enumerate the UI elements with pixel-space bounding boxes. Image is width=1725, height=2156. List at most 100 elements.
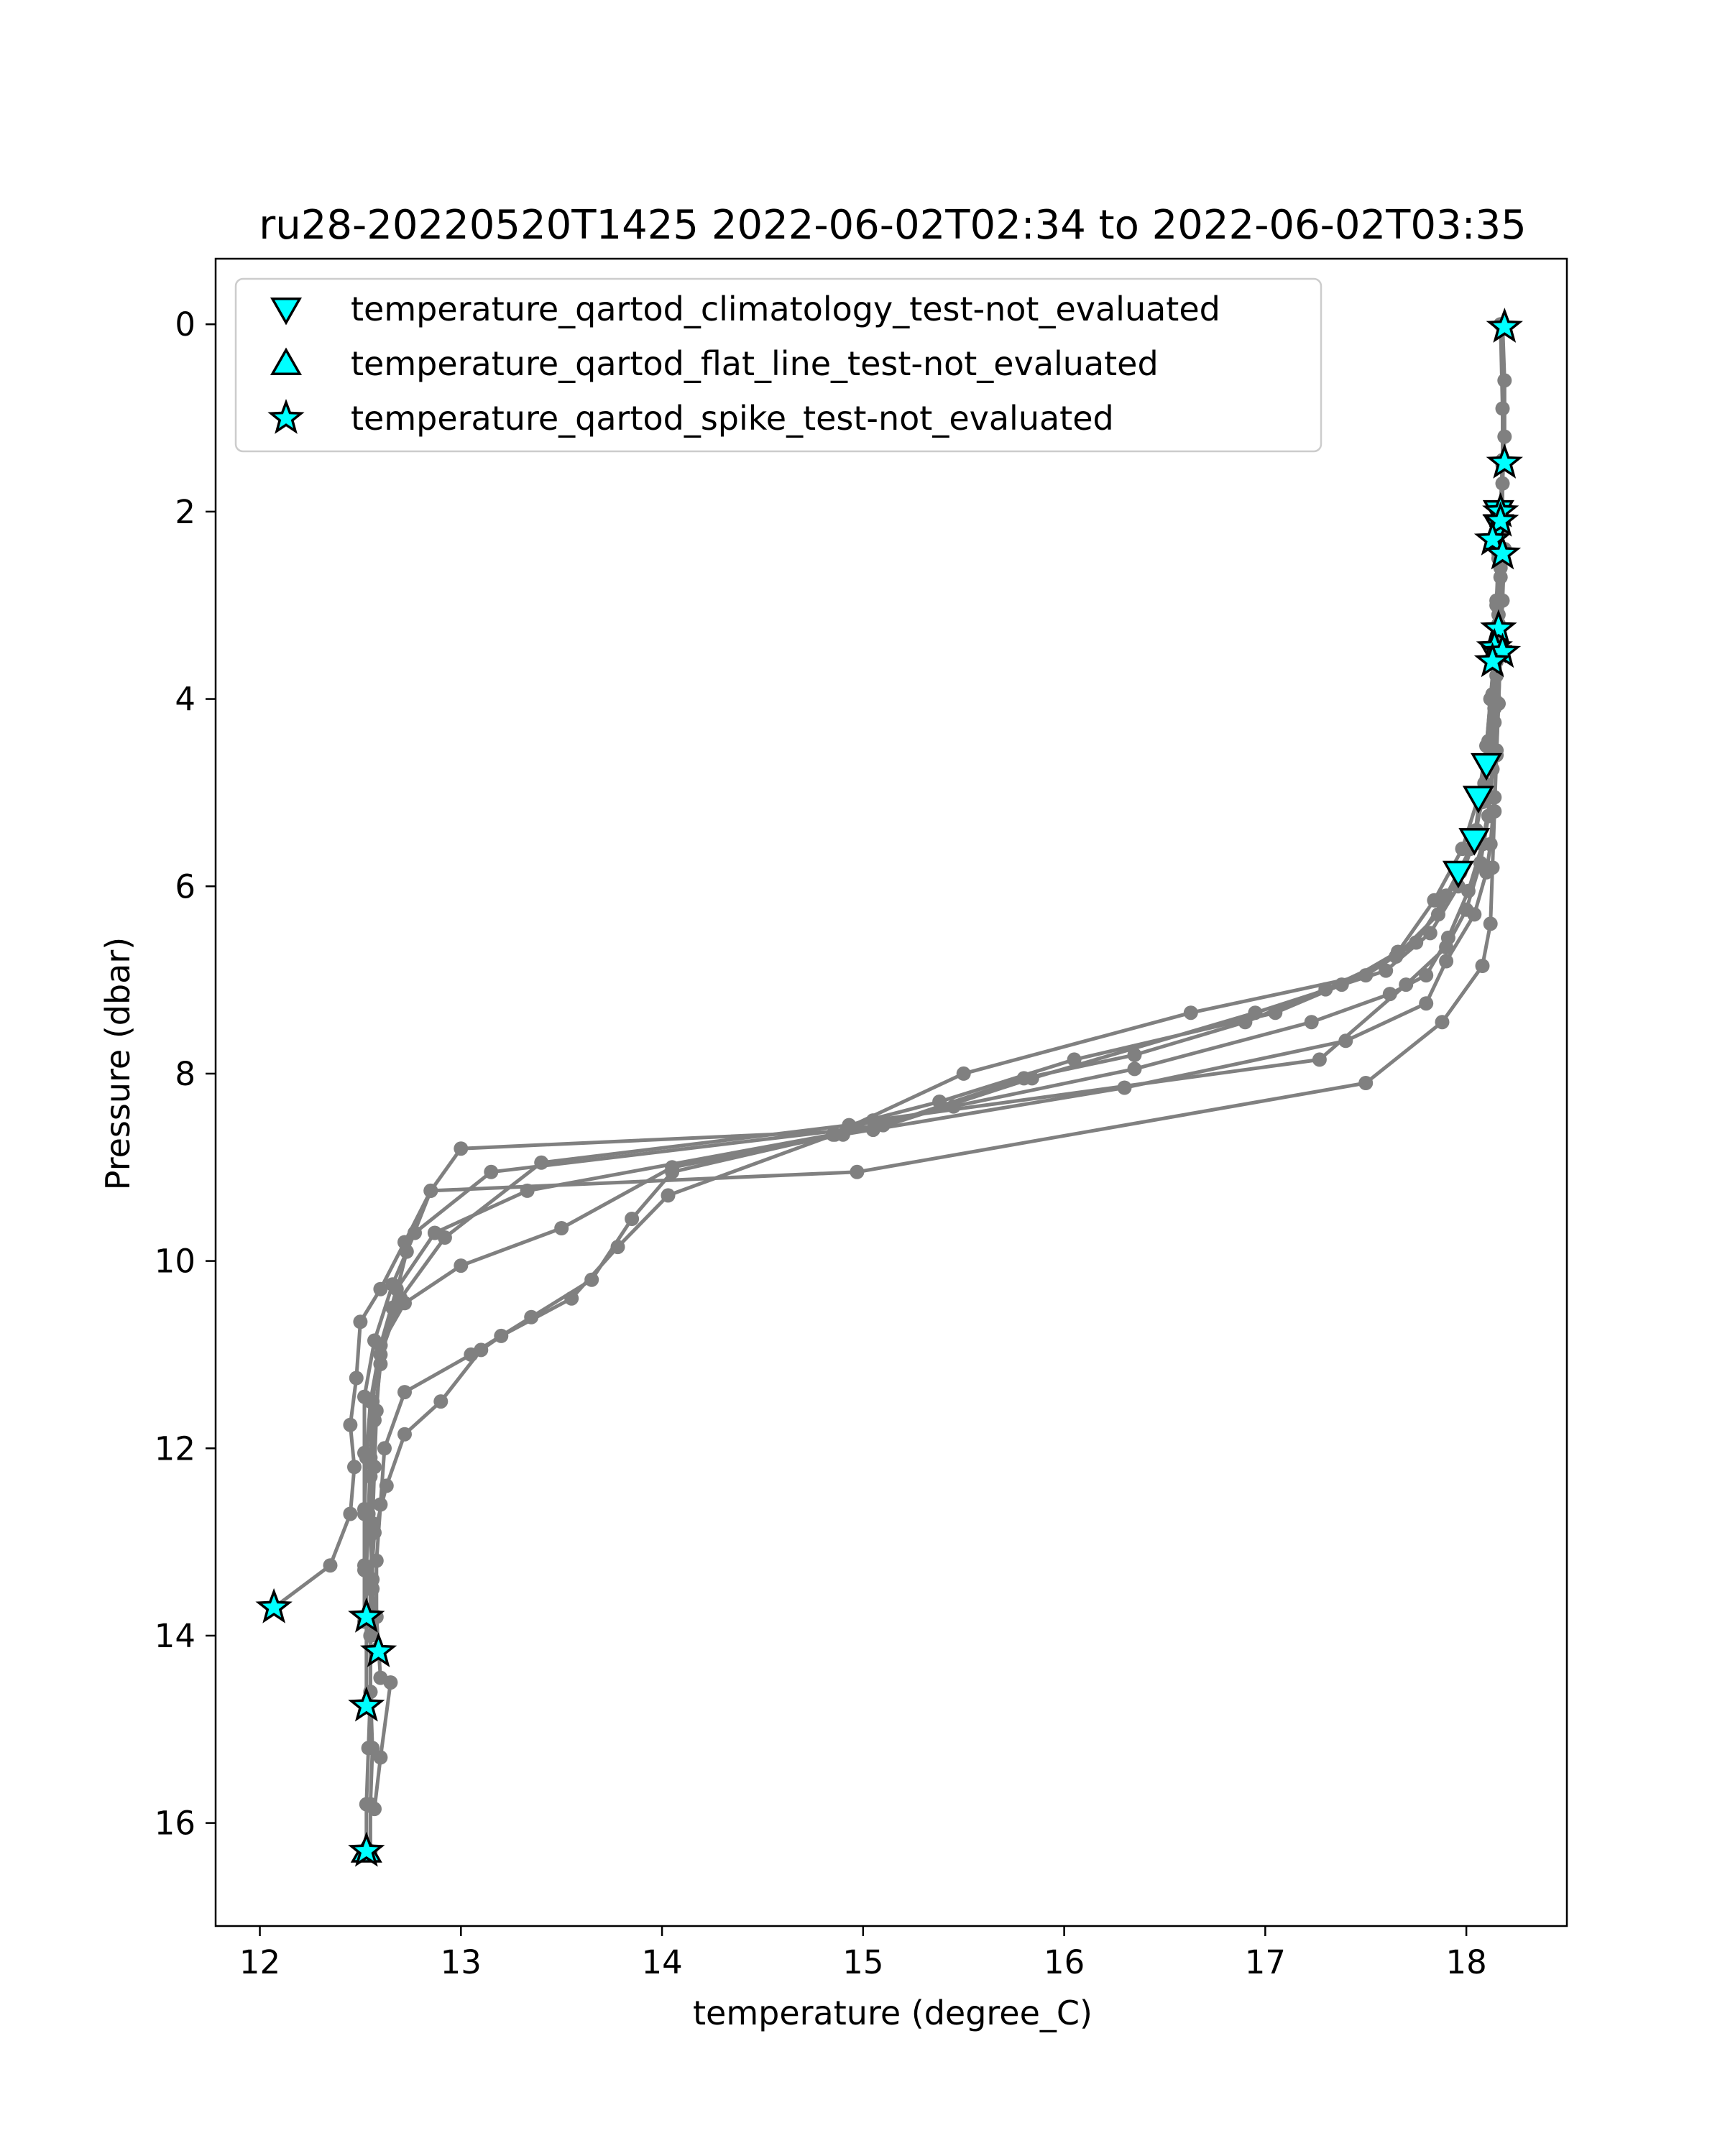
profile-point bbox=[932, 1095, 947, 1109]
profile-point bbox=[363, 1581, 378, 1596]
profile-point bbox=[584, 1272, 599, 1287]
y-tick-label: 10 bbox=[155, 1243, 196, 1281]
spike-marker bbox=[1482, 501, 1519, 537]
plot-area-background bbox=[216, 259, 1567, 1926]
profile-point bbox=[1460, 883, 1476, 898]
y-tick-label: 4 bbox=[175, 681, 196, 719]
y-axis-label: Pressure (dbar) bbox=[98, 937, 137, 1190]
profile-point bbox=[1379, 963, 1394, 978]
profile-point bbox=[373, 1497, 388, 1512]
spike-marker bbox=[1480, 609, 1517, 645]
x-tick-label: 15 bbox=[842, 1943, 883, 1981]
profile-point bbox=[1338, 1033, 1353, 1049]
profile-point bbox=[373, 1750, 388, 1765]
y-tick-label: 8 bbox=[175, 1055, 196, 1093]
y-tick-label: 12 bbox=[155, 1429, 196, 1468]
profile-point bbox=[383, 1675, 398, 1690]
profile-point bbox=[397, 1427, 412, 1442]
spike-marker bbox=[348, 1831, 385, 1867]
profile-point bbox=[454, 1258, 469, 1273]
profile-point bbox=[1459, 902, 1474, 917]
climatology-marker bbox=[1442, 860, 1474, 889]
x-axis: 12 13 14 15 16 17 18 bbox=[239, 1926, 1487, 1981]
profile-point bbox=[359, 1450, 374, 1465]
profile-point bbox=[1440, 930, 1455, 945]
profile-point bbox=[564, 1291, 579, 1306]
x-tick-label: 13 bbox=[441, 1943, 482, 1981]
profile-point bbox=[454, 1141, 469, 1156]
y-tick-label: 16 bbox=[155, 1805, 196, 1843]
legend-label: temperature_qartod_climatology_test-not_… bbox=[351, 290, 1220, 328]
profile-point bbox=[946, 1099, 961, 1114]
legend-label: temperature_qartod_spike_test-not_evalua… bbox=[351, 399, 1114, 438]
profile-point bbox=[1409, 935, 1424, 950]
profile-point bbox=[323, 1558, 338, 1573]
y-tick-label: 0 bbox=[175, 305, 196, 344]
x-tick-label: 14 bbox=[641, 1943, 682, 1981]
profile-point bbox=[1491, 696, 1506, 711]
profile-point bbox=[1304, 1015, 1319, 1030]
spike-marker bbox=[255, 1588, 293, 1623]
profile-point bbox=[1473, 855, 1488, 870]
profile-point bbox=[369, 1553, 384, 1568]
profile-point bbox=[363, 1628, 378, 1643]
spike-marker bbox=[359, 1632, 397, 1667]
plot-area-frame bbox=[214, 257, 1568, 1927]
y-axis: 0 2 4 6 8 10 12 14 16 bbox=[155, 305, 216, 1843]
profile-point bbox=[1238, 1015, 1253, 1030]
y-tick-label: 2 bbox=[175, 493, 196, 531]
spike-marker bbox=[348, 1597, 385, 1633]
x-tick-label: 17 bbox=[1245, 1943, 1286, 1981]
profile-point bbox=[1419, 996, 1434, 1011]
profile-point bbox=[1419, 968, 1434, 983]
profile-point bbox=[353, 1314, 368, 1330]
y-tick-label: 14 bbox=[155, 1617, 196, 1655]
profile-point bbox=[956, 1066, 971, 1081]
climatology-marker bbox=[1471, 752, 1503, 781]
profile-point bbox=[534, 1155, 549, 1170]
profile-point bbox=[1427, 893, 1442, 908]
profile-point bbox=[367, 1802, 382, 1817]
profile-point bbox=[385, 1277, 400, 1292]
profile-point bbox=[373, 1281, 388, 1296]
profile-point bbox=[1312, 1052, 1327, 1067]
profile-point bbox=[379, 1478, 394, 1493]
x-tick-label: 16 bbox=[1044, 1943, 1085, 1981]
y-tick-label: 6 bbox=[175, 867, 196, 906]
profile-point bbox=[1382, 987, 1397, 1002]
profile-point bbox=[1487, 804, 1502, 819]
profile-point bbox=[827, 1127, 842, 1142]
profile-point bbox=[1318, 982, 1333, 997]
profile-point bbox=[850, 1164, 865, 1179]
profile-point bbox=[1497, 373, 1512, 388]
profile-point bbox=[1127, 1061, 1142, 1077]
profile-point bbox=[343, 1506, 358, 1521]
climatology-marker bbox=[1462, 786, 1494, 814]
marker-layer bbox=[255, 308, 1523, 1867]
profile-point bbox=[520, 1183, 535, 1198]
profile-point bbox=[377, 1441, 392, 1456]
x-axis-label: temperature (degree_C) bbox=[693, 1994, 1092, 2032]
profile-point bbox=[1248, 1005, 1263, 1021]
x-tick-label: 18 bbox=[1445, 1943, 1486, 1981]
profile-point bbox=[357, 1562, 372, 1577]
profile-point bbox=[524, 1309, 539, 1325]
profile-point bbox=[1495, 476, 1510, 491]
profile-point bbox=[433, 1394, 448, 1409]
profile-point bbox=[661, 1188, 676, 1203]
profile-point bbox=[367, 1460, 382, 1475]
spike-marker bbox=[1486, 443, 1523, 479]
profile-point bbox=[365, 1741, 380, 1756]
spike-marker bbox=[1473, 520, 1512, 556]
profile-point bbox=[1455, 842, 1470, 857]
profile-point bbox=[1127, 1047, 1142, 1062]
profile-point bbox=[408, 1225, 422, 1240]
profile-point bbox=[367, 1525, 382, 1540]
profile-point bbox=[610, 1240, 625, 1255]
profile-point bbox=[397, 1235, 412, 1250]
profile-point bbox=[1067, 1052, 1082, 1067]
spike-marker bbox=[348, 1686, 385, 1722]
profile-point bbox=[1268, 1005, 1283, 1021]
profile-point bbox=[397, 1296, 412, 1311]
